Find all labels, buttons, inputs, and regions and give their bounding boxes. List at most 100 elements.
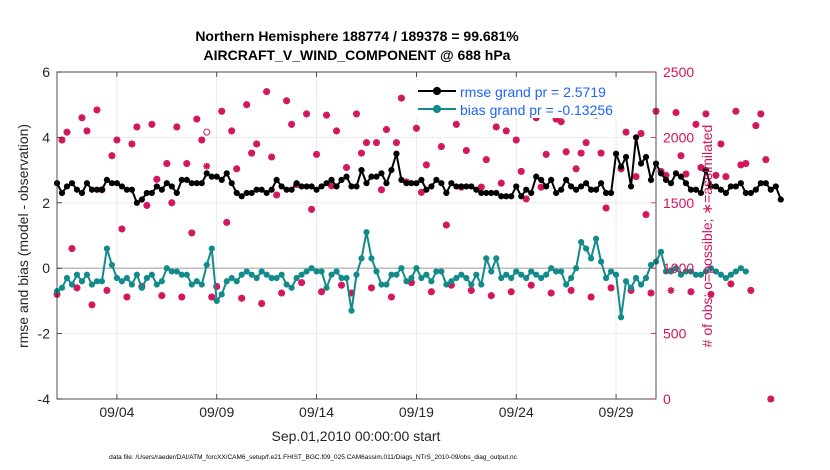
bias-point [732, 268, 739, 275]
rmse-point [388, 167, 395, 174]
obs-assimilated-marker [323, 111, 330, 119]
bias-point [488, 268, 495, 275]
bias-point [637, 281, 645, 288]
rmse-point [747, 189, 754, 197]
obs-assimilated-marker [173, 123, 181, 131]
x-tick-label: 09/29 [599, 404, 634, 420]
x-axis-ticks: 09/04 09/09 09/14 09/19 09/24 09/29 [99, 72, 634, 420]
bias-point [128, 281, 135, 288]
rmse-point [253, 186, 260, 193]
bias-point [622, 278, 630, 285]
rmse-point [173, 189, 180, 197]
obs-assimilated-marker [447, 281, 455, 289]
bias-point [293, 274, 300, 282]
bias-point [448, 278, 455, 285]
bias-point [203, 261, 210, 269]
obs-assimilated-marker [642, 211, 650, 218]
obs-assimilated-marker [487, 292, 495, 300]
rmse-point [288, 186, 295, 193]
rmse-point [303, 183, 310, 190]
bias-point [463, 274, 470, 282]
rmse-point [148, 189, 155, 197]
rmse-point [228, 180, 235, 187]
y-axis-right-ticks: 0 500 1000 1500 2000 2500 [651, 64, 694, 407]
rmse-point [193, 180, 200, 187]
rmse-point [203, 170, 210, 177]
bias-point [612, 271, 620, 278]
rmse-point [637, 160, 645, 167]
rmse-point [483, 189, 490, 197]
rmse-point [687, 186, 695, 193]
bias-point [468, 281, 475, 288]
bias-point [687, 268, 695, 275]
rmse-point [363, 180, 370, 187]
bias-point [348, 307, 355, 314]
obs-assimilated-marker [547, 289, 555, 297]
bias-point [378, 281, 385, 288]
rmse-point [418, 176, 425, 184]
obs-assimilated-marker [88, 301, 96, 309]
obs-assimilated-marker [497, 179, 505, 187]
obs-assimilated-marker [273, 191, 281, 199]
obs-assimilated-marker [208, 293, 216, 301]
obs-assimilated-marker [427, 288, 435, 296]
bias-point [593, 235, 600, 242]
rmse-point [403, 180, 410, 187]
bias-point [343, 274, 350, 282]
obs-assimilated-marker [268, 153, 276, 161]
rmse-point [308, 183, 315, 190]
rmse-point [563, 176, 570, 184]
rmse-point [138, 196, 145, 203]
bias-point [123, 274, 130, 282]
obs-assimilated-marker [73, 284, 81, 292]
rmse-point [583, 180, 590, 187]
bias-point [233, 278, 240, 285]
rmse-point [98, 186, 106, 193]
y-left-tick-label: -4 [38, 391, 51, 407]
obs-assimilated-marker [452, 120, 460, 128]
bias-point [103, 245, 111, 252]
obs-assimilated-marker [502, 127, 510, 135]
rmse-point [767, 186, 774, 193]
rmse-point [737, 180, 744, 187]
obs-assimilated-marker [557, 118, 565, 126]
rmse-point [752, 186, 759, 193]
obs-assimilated-marker [328, 182, 335, 190]
rmse-point [463, 183, 470, 190]
y-left-tick-label: 6 [42, 64, 50, 80]
bias-point [627, 284, 635, 291]
obs-assimilated-marker [682, 170, 690, 178]
rmse-point [213, 173, 220, 180]
rmse-point [88, 186, 96, 193]
obs-assimilated-marker [408, 279, 415, 286]
rmse-point [438, 180, 445, 187]
bias-point [253, 274, 260, 282]
bias-point [727, 271, 734, 278]
rmse-point [238, 193, 245, 200]
y-axis-right-label: # of obs: o=possible; ∗=assimilated [699, 125, 715, 348]
obs-assimilated-marker [353, 110, 360, 118]
bias-point [88, 281, 96, 288]
bias-point [168, 268, 175, 275]
obs-assimilated-marker [762, 156, 770, 164]
rmse-point [293, 180, 300, 187]
rmse-point [538, 176, 545, 184]
bias-point [672, 265, 680, 272]
obs-assimilated-marker [193, 115, 201, 123]
bias-point [113, 274, 121, 282]
obs-assimilated-marker [737, 161, 745, 169]
bias-point [583, 245, 590, 252]
bias-point [73, 271, 81, 278]
y-right-tick-label: 1000 [663, 260, 694, 276]
obs-assimilated-marker [128, 140, 136, 148]
rmse-point [258, 186, 265, 193]
rmse-point [168, 183, 175, 190]
obs-assimilated-marker [477, 183, 485, 191]
x-tick-label: 09/14 [299, 404, 334, 420]
bias-point [383, 281, 390, 288]
rmse-point [453, 183, 460, 190]
x-tick-label: 09/04 [99, 404, 134, 420]
bias-point [208, 245, 215, 252]
bias-point [483, 255, 490, 262]
obs-assimilated-marker [83, 127, 91, 135]
